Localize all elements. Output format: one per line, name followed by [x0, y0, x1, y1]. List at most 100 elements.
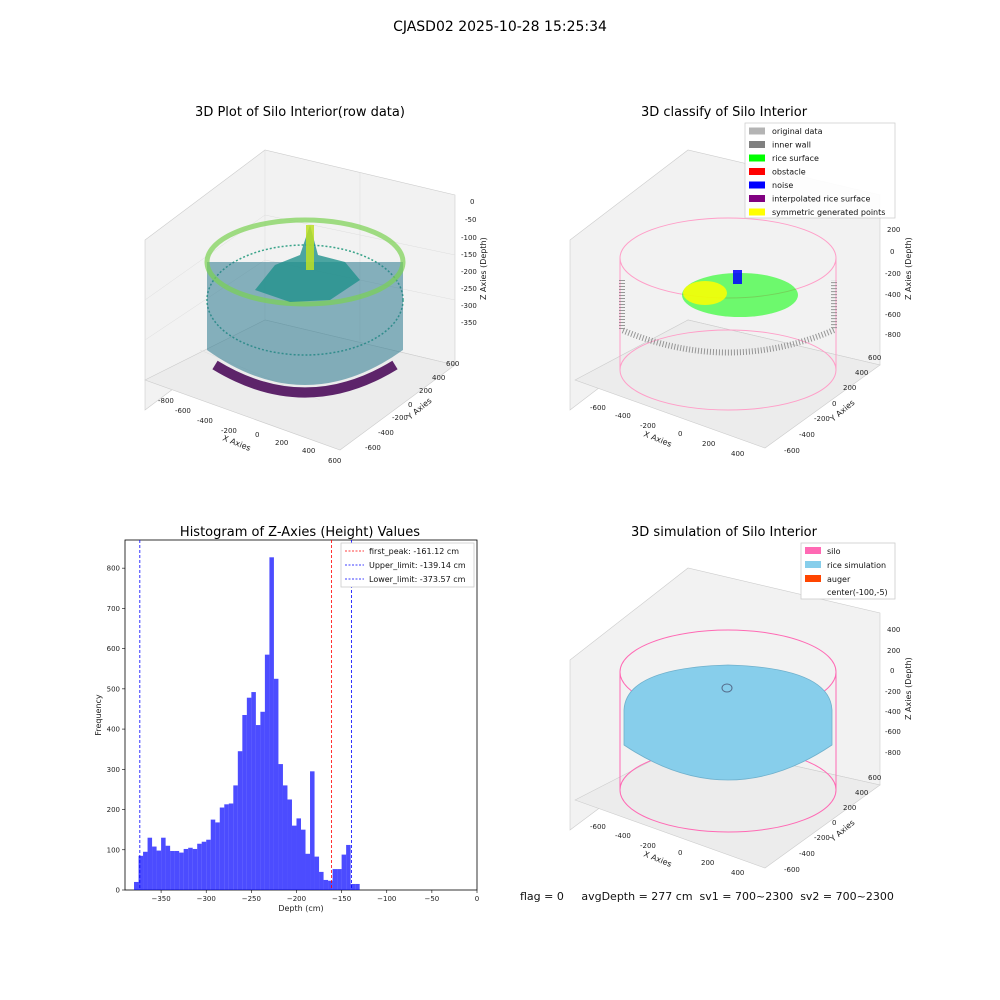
- histogram-bar: [314, 856, 320, 890]
- histogram-x-tick-label: −300: [197, 895, 216, 903]
- classify-noise-cluster: [733, 270, 742, 284]
- histogram-x-tick-label: −100: [377, 895, 396, 903]
- histogram-bar: [350, 883, 356, 890]
- classify-z-axis-label: Z Axies (Depth): [904, 237, 913, 300]
- classify-symmetric-points: [683, 281, 727, 305]
- raw-z-tick: -200: [461, 268, 477, 276]
- simulation-3d-panel: 3D simulation of Silo Interior silo rice…: [569, 525, 913, 877]
- simulation-y-tick: 0: [832, 819, 836, 827]
- histogram-bar: [328, 880, 333, 890]
- simulation-z-tick: -600: [885, 728, 901, 736]
- histogram-bar: [138, 855, 144, 890]
- simulation-x-tick: -400: [615, 832, 631, 840]
- histogram-legend-label: Lower_limit: -373.57 cm: [369, 575, 466, 584]
- raw-z-tick: -300: [461, 302, 477, 310]
- histogram-x-tick-label: −50: [424, 895, 439, 903]
- classify-y-tick: -400: [799, 431, 815, 439]
- histogram-bar: [156, 850, 162, 890]
- raw-x-tick: 200: [275, 439, 288, 447]
- simulation-z-tick: -800: [885, 749, 901, 757]
- raw-z-tick: -150: [461, 251, 477, 259]
- histogram-bar: [179, 852, 184, 890]
- simulation-z-tick: -200: [885, 688, 901, 696]
- raw-x-tick: 400: [302, 447, 315, 455]
- classify-legend-swatch: [749, 208, 765, 216]
- histogram-x-tick-label: 0: [475, 895, 479, 903]
- histogram-bar: [282, 785, 288, 890]
- histogram-y-tick-label: 200: [107, 806, 120, 814]
- histogram-y-tick-label: 400: [107, 726, 120, 734]
- raw-z-axis-label: Z Axies (Depth): [479, 237, 488, 300]
- classify-inner-wall-points: [619, 280, 837, 356]
- raw-y-tick: 0: [408, 401, 412, 409]
- histogram-bar: [242, 715, 247, 890]
- simulation-x-axis-label: X Axies: [642, 850, 673, 869]
- histogram-bar: [134, 881, 139, 890]
- classify-legend-swatch: [749, 154, 765, 162]
- histogram-x-tick-label: −150: [332, 895, 351, 903]
- classify-y-tick: -200: [814, 415, 830, 423]
- raw-x-tick: -400: [197, 417, 213, 425]
- histogram-bar: [228, 803, 234, 890]
- raw-x-tick: -800: [158, 397, 174, 405]
- classify-z-tick: -600: [885, 311, 901, 319]
- histogram-y-tick-label: 600: [107, 645, 120, 653]
- histogram-bar: [251, 692, 256, 890]
- histogram-bar: [170, 850, 175, 890]
- simulation-z-tick: -400: [885, 708, 901, 716]
- classify-x-tick: -200: [640, 422, 656, 430]
- classify-legend: original data inner wall rice surface ob…: [744, 122, 896, 219]
- classify-x-tick: 200: [702, 440, 715, 448]
- raw-silo-top-ring: [204, 217, 406, 307]
- histogram-bar: [337, 869, 342, 890]
- histogram-bar: [296, 818, 301, 890]
- histogram-y-ticks: 0 100 200 300 400 500 600 700 800: [107, 565, 125, 895]
- simulation-legend-label: center(-100,-5): [827, 588, 888, 597]
- histogram-bar: [264, 654, 270, 890]
- classify-z-tick: 200: [887, 226, 900, 234]
- classify-z-tick: 0: [890, 248, 894, 256]
- histogram-legend-label: Upper_limit: -139.14 cm: [369, 561, 466, 570]
- histogram-y-tick-label: 500: [107, 685, 120, 693]
- simulation-panel-title: 3D simulation of Silo Interior: [631, 525, 818, 540]
- simulation-legend-swatch: [805, 547, 821, 554]
- figure-suptitle: CJASD02 2025-10-28 15:25:34: [393, 19, 607, 35]
- histogram-bar: [210, 819, 216, 890]
- raw-z-ticks: 0 -50 -100 -150 -200 -250 -300 -350: [461, 198, 477, 327]
- raw-x-ticks: -800 -600 -400 -200 0 200 400 600: [158, 397, 341, 465]
- simulation-auger-marker: [721, 683, 733, 693]
- histogram-legend-label: first_peak: -161.12 cm: [369, 547, 459, 556]
- raw-z-tick: 0: [470, 198, 474, 206]
- raw-y-ticks: -600 -400 -200 0 200 400 600: [365, 360, 459, 452]
- histogram-bar: [269, 557, 274, 890]
- classify-legend-swatch: [749, 141, 765, 148]
- histogram-panel: Histogram of Z-Axies (Height) Values −35…: [94, 525, 479, 913]
- histogram-bar: [197, 843, 202, 890]
- simulation-y-tick: 400: [855, 789, 868, 797]
- classify-x-tick: -600: [590, 404, 606, 412]
- histogram-bar: [219, 807, 225, 890]
- classify-y-tick: 200: [843, 384, 856, 392]
- histogram-bars: [134, 557, 360, 890]
- classify-y-ticks: -600 -400 -200 0 200 400 600: [784, 354, 881, 455]
- raw-z-tick: -50: [465, 216, 476, 224]
- classify-legend-swatch: [749, 168, 765, 175]
- classify-z-tick: -800: [885, 331, 901, 339]
- histogram-legend: first_peak: -161.12 cm Upper_limit: -139…: [340, 542, 475, 588]
- histogram-bar: [260, 711, 265, 890]
- classify-legend-swatch: [749, 181, 765, 189]
- simulation-x-ticks: -600 -400 -200 0 200 400: [590, 823, 744, 877]
- raw-y-tick: -400: [378, 429, 394, 437]
- histogram-bar: [183, 848, 189, 890]
- classify-x-ticks: -600 -400 -200 0 200 400: [590, 404, 744, 458]
- raw-3d-panel: 3D Plot of Silo Interior(row data) -800 …: [144, 105, 488, 465]
- simulation-y-tick: -200: [814, 834, 830, 842]
- histogram-bar: [152, 846, 157, 890]
- classify-legend-label: rice surface: [772, 154, 819, 163]
- histogram-bar: [319, 871, 324, 890]
- classify-x-tick: 0: [678, 430, 682, 438]
- histogram-bar: [206, 839, 211, 890]
- simulation-legend-label: silo: [827, 547, 841, 556]
- simulation-z-tick: 200: [887, 647, 900, 655]
